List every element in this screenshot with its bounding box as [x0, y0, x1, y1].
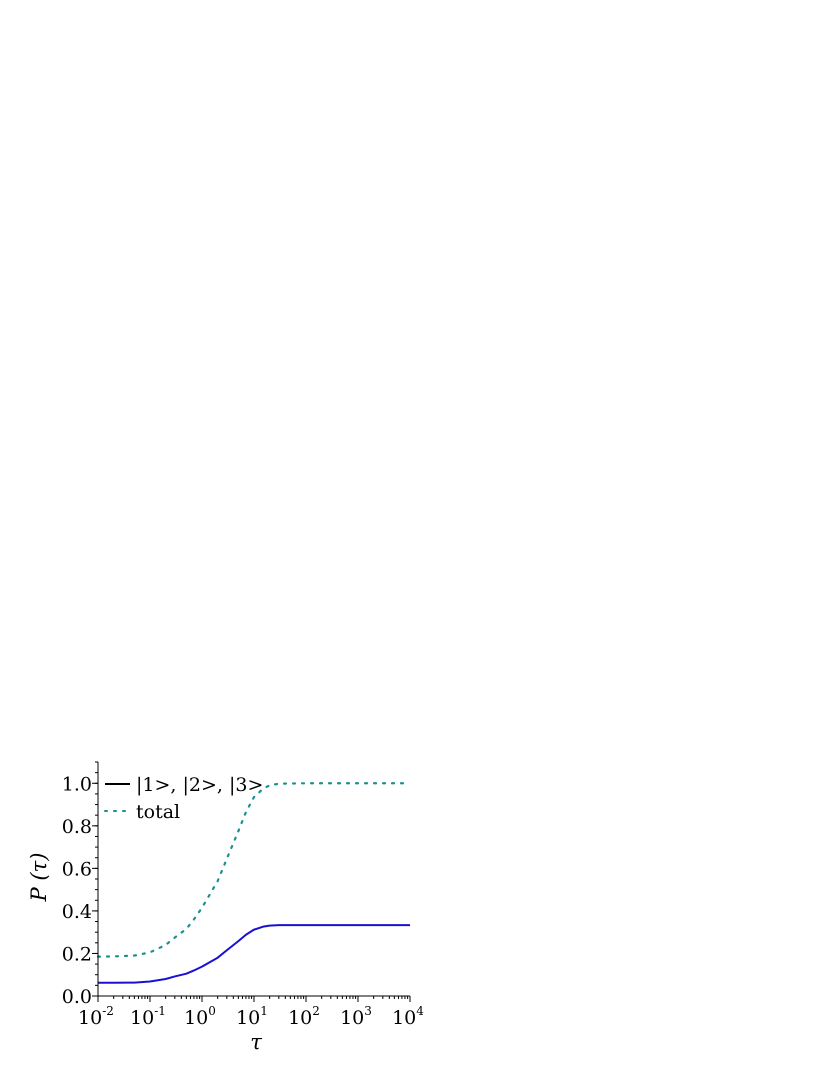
- x-tick-exponent: 0: [208, 1004, 216, 1018]
- x-tick-label: 10-2: [78, 1004, 114, 1029]
- y-tick-label: 0.8: [62, 816, 92, 838]
- x-tick-exponent: 1: [260, 1004, 268, 1018]
- x-tick-exponent: 3: [364, 1004, 372, 1018]
- x-tick-label: 101: [236, 1004, 268, 1029]
- x-tick-label: 100: [184, 1004, 216, 1029]
- x-axis-label: τ: [250, 1030, 262, 1054]
- x-tick-label: 10-1: [130, 1004, 166, 1029]
- x-tick-base: 10: [288, 1007, 312, 1029]
- series-line-total: [96, 782, 412, 958]
- x-tick-base: 10: [78, 1007, 102, 1029]
- y-tick-label: 0.2: [62, 943, 92, 965]
- x-tick-label: 104: [392, 1004, 424, 1029]
- legend: |1>, |2>, |3> total: [104, 774, 263, 823]
- x-tick-exponent: 4: [416, 1004, 424, 1018]
- legend-label: total: [136, 801, 180, 823]
- x-tick-label: 103: [340, 1004, 372, 1029]
- x-tick-exponent: -1: [154, 1004, 166, 1018]
- x-tick-base: 10: [236, 1007, 260, 1029]
- y-tick-label: 0.4: [62, 901, 92, 923]
- x-tick-exponent: -2: [102, 1004, 114, 1018]
- series-line-states: [98, 924, 410, 984]
- x-tick-base: 10: [184, 1007, 208, 1029]
- x-tick-base: 10: [392, 1007, 416, 1029]
- y-axis-label: P (τ): [27, 853, 51, 903]
- x-tick-base: 10: [130, 1007, 154, 1029]
- y-tick-label: 1.0: [62, 773, 92, 795]
- y-tick-label: 0.6: [62, 858, 92, 880]
- legend-label: |1>, |2>, |3>: [136, 774, 263, 796]
- x-tick-label: 102: [288, 1004, 320, 1029]
- axes: 0.00.20.40.60.81.010-2 10-1 100 101 102 103 10…: [62, 761, 424, 1029]
- x-tick-exponent: 2: [312, 1004, 320, 1018]
- x-tick-base: 10: [340, 1007, 364, 1029]
- y-tick-label: 0.0: [62, 986, 92, 1008]
- series-layer: [96, 782, 412, 984]
